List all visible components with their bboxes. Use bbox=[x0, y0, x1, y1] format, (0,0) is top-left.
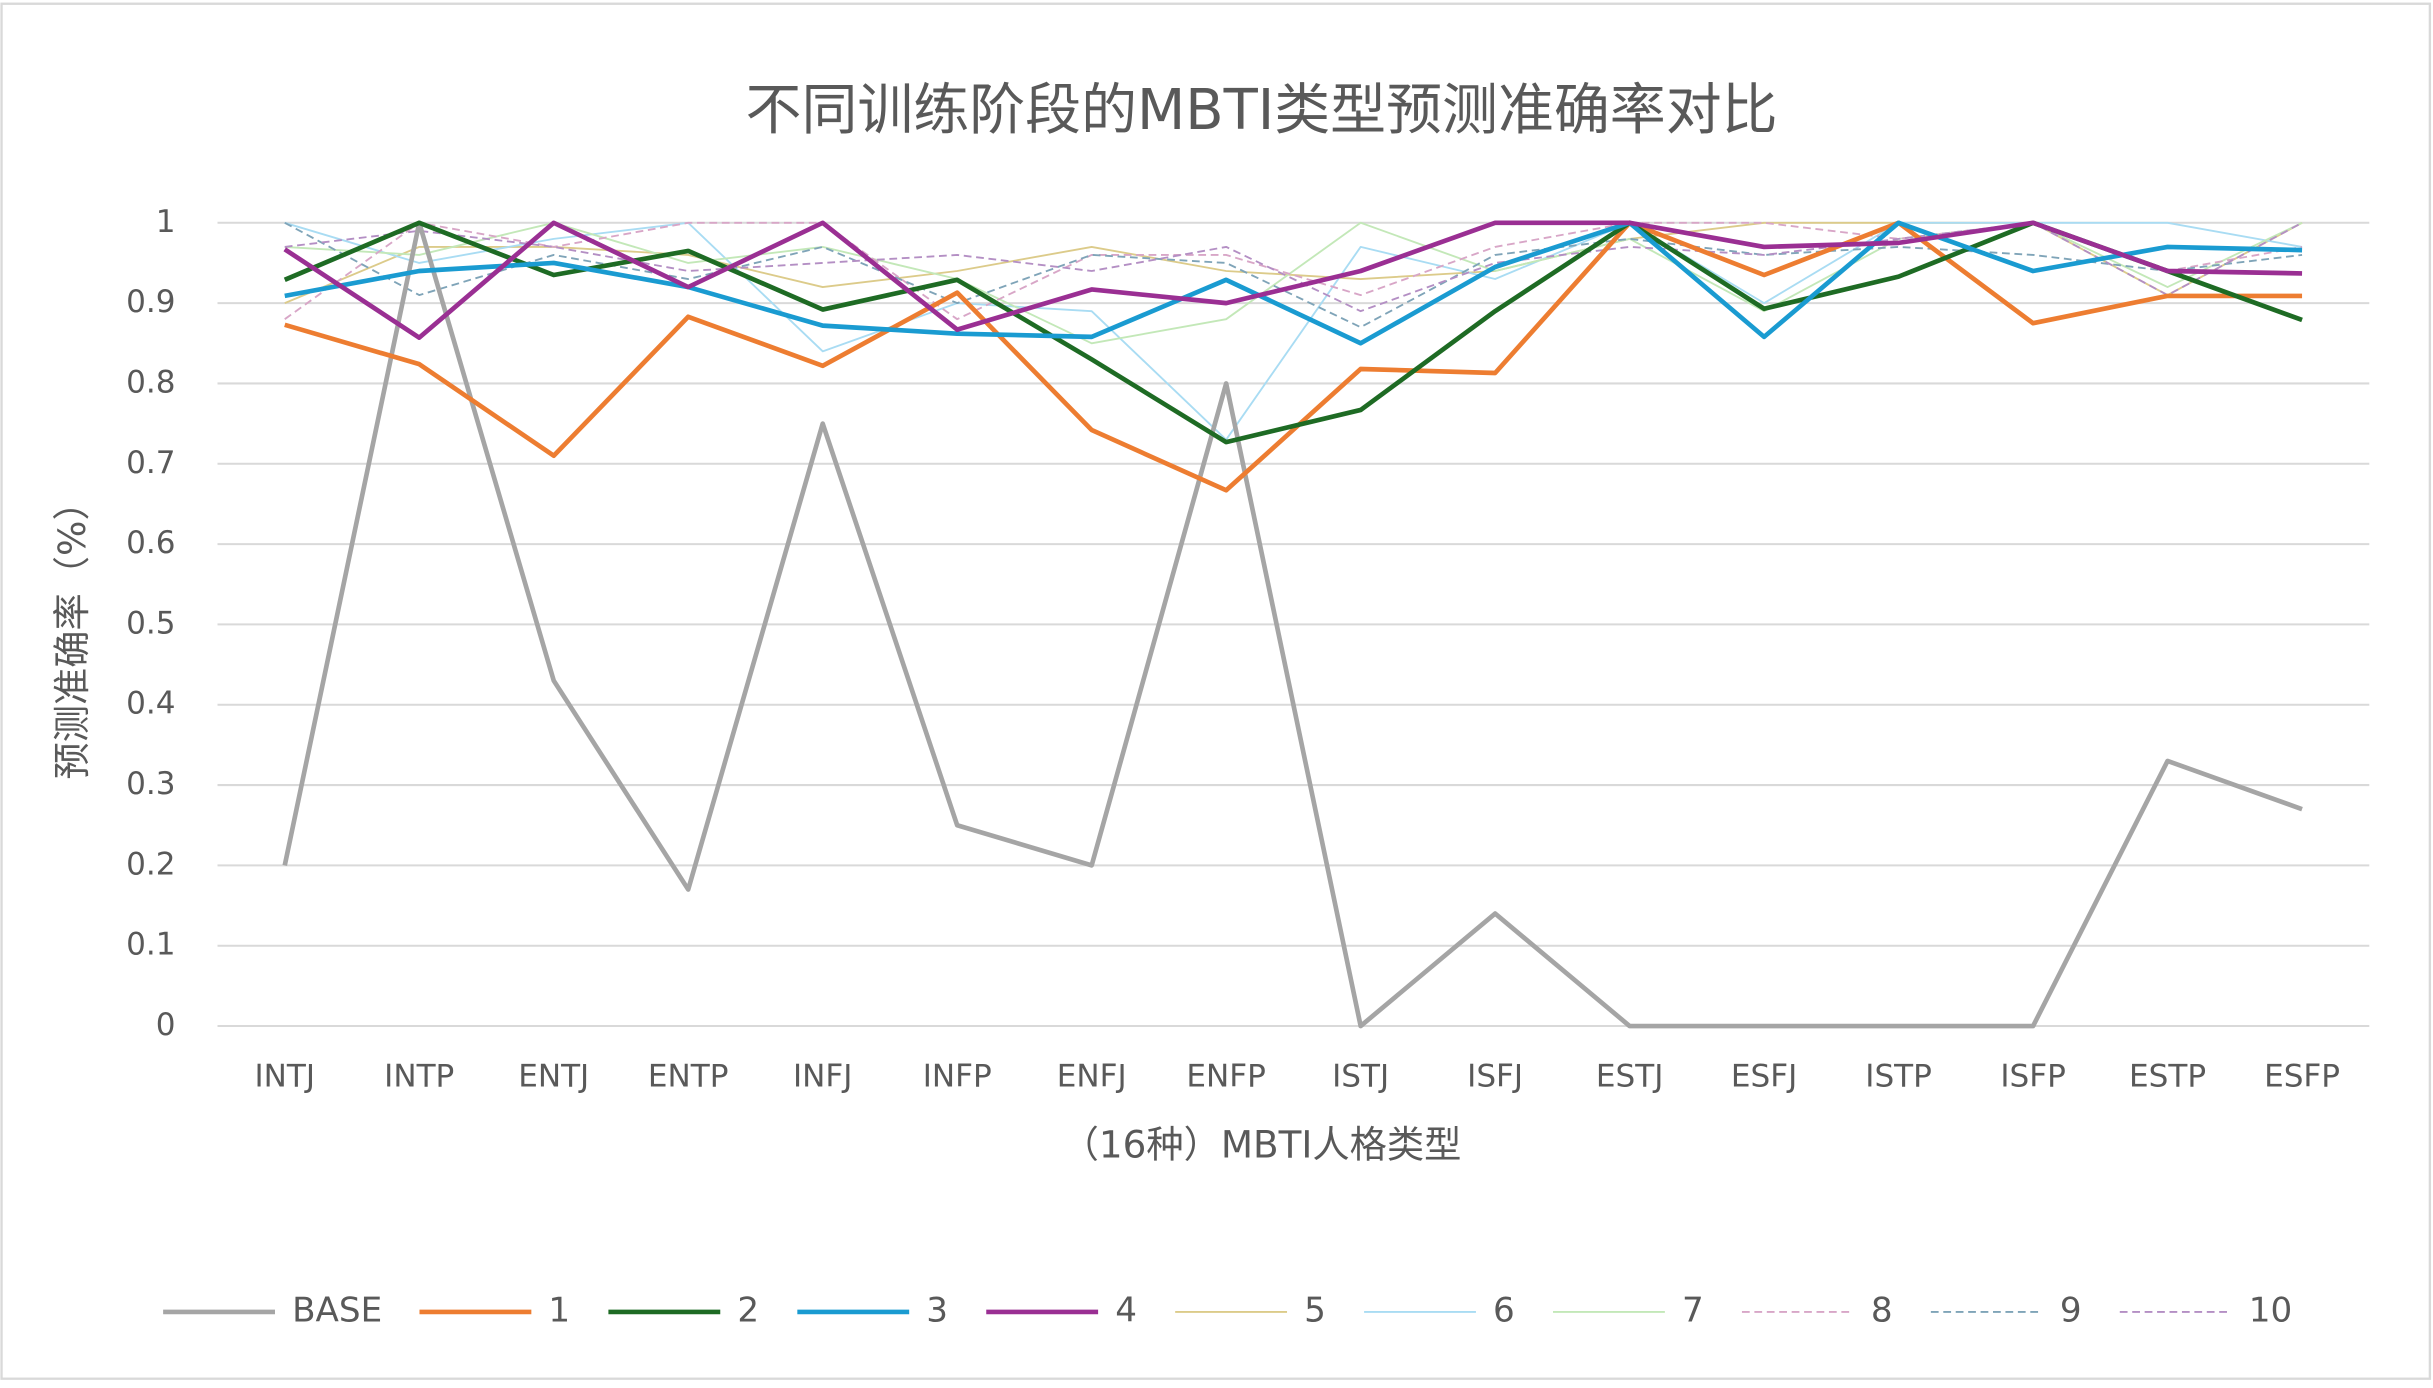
legend-label: 2 bbox=[737, 1290, 759, 1330]
x-tick-label: ENFJ bbox=[1057, 1058, 1127, 1094]
y-tick-label: 0.2 bbox=[126, 846, 175, 882]
legend-label: 8 bbox=[1871, 1290, 1893, 1330]
legend-label: 3 bbox=[926, 1290, 948, 1330]
x-tick-label: ENTP bbox=[648, 1058, 729, 1094]
y-tick-label: 0.9 bbox=[126, 284, 175, 320]
legend-label: 4 bbox=[1115, 1290, 1137, 1330]
x-tick-label: ESTP bbox=[2129, 1058, 2206, 1094]
legend-label: 9 bbox=[2060, 1290, 2082, 1330]
chart-title: 不同训练阶段的MBTI类型预测准确率对比 bbox=[746, 78, 1778, 143]
x-tick-label: INFP bbox=[923, 1058, 992, 1094]
x-tick-label: ESTJ bbox=[1596, 1058, 1663, 1094]
y-axis-label: 预测准确率（%） bbox=[50, 483, 94, 779]
legend-label: 10 bbox=[2249, 1290, 2292, 1330]
x-tick-label: ISFJ bbox=[1467, 1058, 1523, 1094]
y-tick-label: 0.3 bbox=[126, 766, 175, 802]
x-tick-label: ESFP bbox=[2264, 1058, 2340, 1094]
y-tick-label: 0.8 bbox=[126, 364, 175, 400]
x-axis-label: （16种）MBTI人格类型 bbox=[1062, 1123, 1462, 1167]
x-tick-label: ENTJ bbox=[518, 1058, 589, 1094]
x-tick-label: INTJ bbox=[254, 1058, 315, 1094]
y-tick-label: 0.7 bbox=[126, 445, 175, 481]
y-tick-label: 0 bbox=[156, 1007, 176, 1043]
x-tick-label: INTP bbox=[384, 1058, 454, 1094]
y-tick-label: 0.4 bbox=[126, 686, 175, 722]
legend-label: 7 bbox=[1682, 1290, 1704, 1330]
legend-label: 1 bbox=[548, 1290, 570, 1330]
series-line bbox=[283, 220, 2303, 445]
x-tick-label: ESFJ bbox=[1731, 1058, 1797, 1094]
y-tick-label: 0.1 bbox=[126, 927, 175, 963]
x-tick-label: ISTP bbox=[1865, 1058, 1932, 1094]
x-tick-label: ISFP bbox=[2000, 1058, 2065, 1094]
series-line bbox=[283, 220, 2303, 340]
series-line bbox=[284, 221, 2303, 313]
legend-label: BASE bbox=[292, 1290, 382, 1330]
x-tick-label: ENFP bbox=[1186, 1058, 1265, 1094]
series-line bbox=[284, 220, 2303, 346]
y-tick-label: 0.6 bbox=[126, 525, 175, 561]
legend-label: 6 bbox=[1493, 1290, 1515, 1330]
series-line bbox=[284, 221, 2303, 441]
x-tick-label: ISTJ bbox=[1332, 1058, 1389, 1094]
y-tick-label: 1 bbox=[156, 204, 176, 240]
series-line bbox=[284, 220, 2303, 493]
series-line bbox=[282, 220, 2303, 1029]
x-tick-label: INFJ bbox=[793, 1058, 852, 1094]
legend-label: 5 bbox=[1304, 1290, 1326, 1330]
y-tick-label: 0.5 bbox=[126, 605, 175, 641]
